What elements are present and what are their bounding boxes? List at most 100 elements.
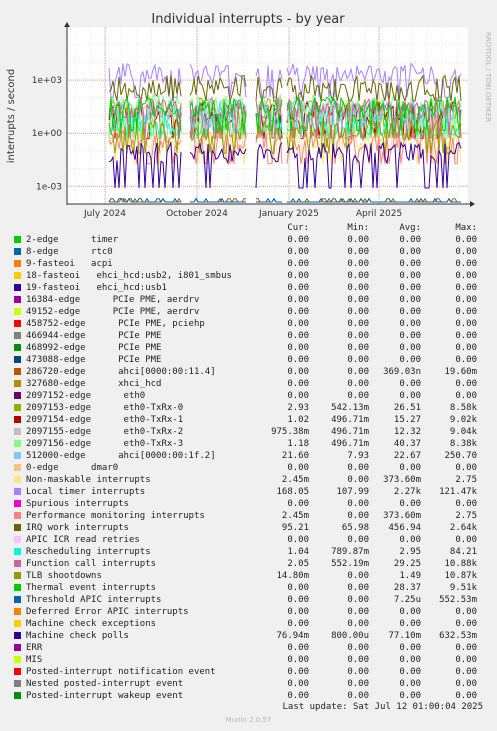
legend-swatch — [14, 404, 21, 411]
legend-min-value: 542.13m — [331, 403, 369, 413]
legend-swatch — [14, 236, 21, 243]
series-line — [255, 97, 283, 139]
legend-label: 2097154-edge eth0-TxRx-1 — [26, 415, 184, 425]
series-line — [108, 197, 181, 203]
legend-min-value: 0.00 — [347, 499, 369, 509]
legend-max-value: 2.64k — [449, 523, 477, 533]
legend-label: 8-edge rtc0 — [26, 247, 113, 257]
legend-avg-value: 22.67 — [393, 451, 421, 461]
legend-label: Deferred Error APIC interrupts — [26, 607, 189, 617]
legend-row: 9-fasteoi acpi 0.00 0.00 0.00 0.00 — [0, 258, 497, 270]
legend-row: 327680-edge xhci_hcd 0.00 0.00 0.00 0.00 — [0, 378, 497, 390]
legend-cur-value: 0.00 — [287, 283, 309, 293]
legend-min-value: 0.00 — [347, 679, 369, 689]
legend-min-value: 0.00 — [347, 511, 369, 521]
legend-row: 49152-edge PCIe PME, aerdrv 0.00 0.00 0.00 0… — [0, 306, 497, 318]
legend-label: Spurious interrupts — [26, 499, 129, 509]
legend-label: Threshold APIC interrupts — [26, 595, 162, 605]
legend-row: 0-edge dmar0 0.00 0.00 0.00 0.00 — [0, 462, 497, 474]
legend-row: Posted-interrupt wakeup event 0.00 0.00 0.0… — [0, 690, 497, 702]
legend-cur-value: 0.00 — [287, 655, 309, 665]
y-tick-labels: 1e-03 1e+00 1e+03 — [32, 76, 63, 192]
legend-cur-value: 2.93 — [287, 403, 309, 413]
legend-swatch — [14, 656, 21, 663]
legend-row: 8-edge rtc0 0.00 0.00 0.00 0.00 — [0, 246, 497, 258]
legend-max-value: 0.00 — [455, 259, 477, 269]
legend-swatch — [14, 608, 21, 615]
legend-label: Performance monitoring interrupts — [26, 511, 205, 521]
legend-max-value: 10.87k — [444, 571, 477, 581]
legend-min-value: 552.19m — [331, 559, 369, 569]
legend-label: 16384-edge PCIe PME, aerdrv — [26, 295, 200, 305]
legend-label: TLB shootdowns — [26, 571, 102, 581]
legend-min-value: 0.00 — [347, 259, 369, 269]
series-line — [286, 114, 462, 137]
legend-avg-value: 373.60m — [383, 475, 421, 485]
legend-label: 49152-edge PCIe PME, aerdrv — [26, 307, 200, 317]
legend-max-value: 0.00 — [455, 619, 477, 629]
legend-cur-value: 0.00 — [287, 271, 309, 281]
legend-min-value: 496.71m — [331, 439, 369, 449]
legend-min-value: 107.99 — [336, 487, 369, 497]
legend-max-value: 0.00 — [455, 319, 477, 329]
legend-min-value: 65.98 — [341, 523, 369, 533]
y-axis-arrow — [64, 22, 70, 27]
legend-max-value: 0.00 — [455, 691, 477, 701]
legend-avg-value: 0.00 — [399, 307, 421, 317]
legend-cur-value: 0.00 — [287, 583, 309, 593]
legend-avg-value: 456.94 — [388, 523, 421, 533]
legend-row: 2097155-edge eth0-TxRx-2 975.38m 496.71m 12… — [0, 426, 497, 438]
legend-min-value: 0.00 — [347, 235, 369, 245]
legend-cur-value: 0.00 — [287, 391, 309, 401]
legend-rows: 2-edge timer 0.00 0.00 0.00 0.00 8-edge rtc0 0… — [0, 234, 497, 702]
legend-max-value: 0.00 — [455, 235, 477, 245]
legend-max-value: 8.58k — [449, 403, 477, 413]
legend-avg-value: 2.27k — [393, 487, 421, 497]
legend-max-value: 0.00 — [455, 271, 477, 281]
legend-avg-value: 0.00 — [399, 535, 421, 545]
legend-cur-value: 0.00 — [287, 343, 309, 353]
legend-avg-value: 0.00 — [399, 463, 421, 473]
legend-avg-value: 0.00 — [399, 643, 421, 653]
legend-swatch — [14, 332, 21, 339]
legend-swatch — [14, 308, 21, 315]
legend-row: Local timer interrupts 168.05 107.99 2.27k 1… — [0, 486, 497, 498]
legend-row: 2097156-edge eth0-TxRx-3 1.18 496.71m 40.37… — [0, 438, 497, 450]
legend-swatch — [14, 488, 21, 495]
legend-min-value: 0.00 — [347, 667, 369, 677]
legend-max-value: 632.53m — [439, 631, 477, 641]
legend-row: Machine check exceptions 0.00 0.00 0.00 0.00 — [0, 618, 497, 630]
legend-max-value: 250.70 — [444, 451, 477, 461]
legend-min-value: 0.00 — [347, 595, 369, 605]
legend-label: 286720-edge ahci[0000:00:11.4] — [26, 367, 216, 377]
legend-swatch — [14, 596, 21, 603]
legend-max-value: 0.00 — [455, 667, 477, 677]
legend-cur-value: 0.00 — [287, 367, 309, 377]
legend-cur-value: 2.45m — [281, 511, 309, 521]
col-max: Max: — [455, 223, 477, 233]
legend: Cur: Min: Avg: Max: 2-edge timer 0.00 0.00… — [0, 222, 497, 702]
legend-label: 18-fasteoi ehci_hcd:usb2, i801_smbus — [26, 271, 232, 281]
legend-avg-value: 0.00 — [399, 499, 421, 509]
legend-label: Machine check exceptions — [26, 619, 157, 629]
series-line — [108, 63, 182, 98]
legend-avg-value: 0.00 — [399, 235, 421, 245]
rrdtool-credit: RRDTOOL / TOBI OETIKER — [484, 32, 492, 122]
series-line — [286, 140, 462, 189]
x-axis-arrow — [470, 201, 475, 207]
legend-row: 512000-edge ahci[0000:00:1f.2] 21.60 7.93 2… — [0, 450, 497, 462]
legend-avg-value: 1.49 — [399, 571, 421, 581]
series-line — [256, 197, 282, 203]
legend-avg-value: 373.60m — [383, 511, 421, 521]
legend-row: 2097154-edge eth0-TxRx-1 1.02 496.71m 15.27… — [0, 414, 497, 426]
legend-cur-value: 0.00 — [287, 463, 309, 473]
legend-label: Nested posted-interrupt event — [26, 679, 184, 689]
legend-min-value: 0.00 — [347, 535, 369, 545]
legend-row: APIC ICR read retries 0.00 0.00 0.00 0.00 — [0, 534, 497, 546]
series-line — [286, 62, 462, 98]
legend-row: TLB shootdowns 14.80m 0.00 1.49 10.87k — [0, 570, 497, 582]
series-line — [286, 119, 462, 154]
legend-min-value: 0.00 — [347, 655, 369, 665]
legend-row: 16384-edge PCIe PME, aerdrv 0.00 0.00 0.00 0… — [0, 294, 497, 306]
legend-avg-value: 28.37 — [393, 583, 421, 593]
